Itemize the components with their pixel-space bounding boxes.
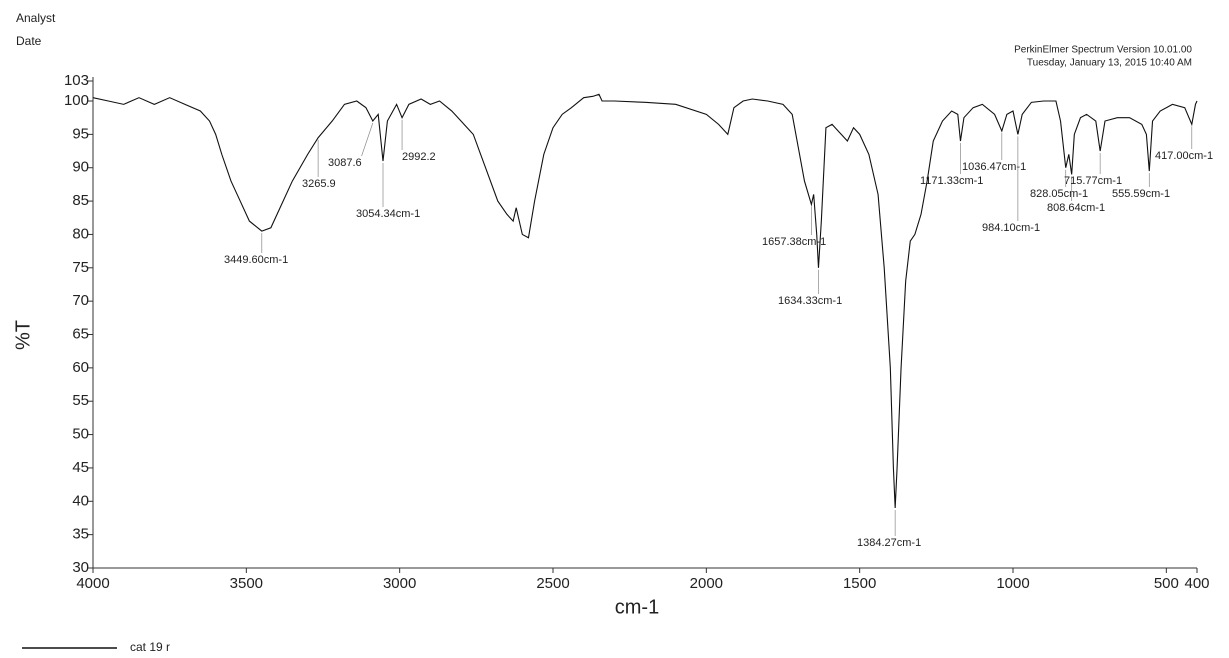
annotation-label: 808.64cm-1: [1047, 202, 1105, 214]
annotation-label: 555.59cm-1: [1112, 188, 1170, 200]
annotation-label: 417.00cm-1: [1155, 150, 1213, 162]
annotation-label: 1634.33cm-1: [778, 295, 842, 307]
y-tick-label: 50: [72, 426, 89, 443]
y-tick-label: 85: [72, 192, 89, 209]
annotation-label: 1036.47cm-1: [962, 161, 1026, 173]
x-tick-label: 4000: [76, 575, 109, 592]
y-tick-label: 95: [72, 125, 89, 142]
y-tick-label: 35: [72, 526, 89, 543]
x-tick-label: 3000: [383, 575, 416, 592]
annotation-label: 715.77cm-1: [1064, 175, 1122, 187]
annotation-label: 3087.6: [328, 157, 362, 169]
y-tick-label: 60: [72, 359, 89, 376]
x-tick-label: 500: [1154, 575, 1179, 592]
spectrum-line: [92, 93, 1198, 508]
annotation-label: 1171.33cm-1: [920, 175, 983, 187]
annotation-label: 3054.34cm-1: [356, 208, 420, 220]
x-tick-label: 3500: [230, 575, 263, 592]
x-tick-label: 1500: [843, 575, 876, 592]
y-axis-label: %T: [12, 320, 34, 350]
annotation-label: 2992.2: [402, 151, 436, 163]
annotation-label: 1384.27cm-1: [857, 537, 921, 549]
y-tick-label: 80: [72, 225, 89, 242]
y-tick-label: 55: [72, 392, 89, 409]
x-tick-label: 400: [1184, 575, 1209, 592]
y-tick-label: 103: [64, 72, 89, 89]
annotation-label: 1657.38cm-1: [762, 236, 826, 248]
annotation-label: 828.05cm-1: [1030, 188, 1088, 200]
y-tick-label: 30: [72, 559, 89, 576]
y-tick-label: 40: [72, 492, 89, 509]
analyst-label: Analyst: [16, 11, 56, 25]
date-label: Date: [16, 34, 42, 48]
x-tick-label: 1000: [996, 575, 1029, 592]
x-tick-label: 2000: [690, 575, 723, 592]
y-tick-label: 75: [72, 259, 89, 276]
software-label: PerkinElmer Spectrum Version 10.01.00: [1014, 45, 1192, 56]
y-tick-label: 100: [64, 92, 89, 109]
y-tick-label: 45: [72, 459, 89, 476]
y-tick-label: 65: [72, 325, 89, 342]
x-tick-label: 2500: [536, 575, 569, 592]
annotation-label: 984.10cm-1: [982, 222, 1040, 234]
annotation-label: 3265.9: [302, 178, 336, 190]
y-tick-label: 90: [72, 159, 89, 176]
annotation-label: 3449.60cm-1: [224, 254, 288, 266]
x-axis-label: cm-1: [615, 596, 659, 618]
y-tick-label: 70: [72, 292, 89, 309]
timestamp: Tuesday, January 13, 2015 10:40 AM: [1027, 58, 1192, 69]
annotation-leader: [361, 122, 374, 157]
legend-label: cat 19 r: [130, 640, 170, 654]
